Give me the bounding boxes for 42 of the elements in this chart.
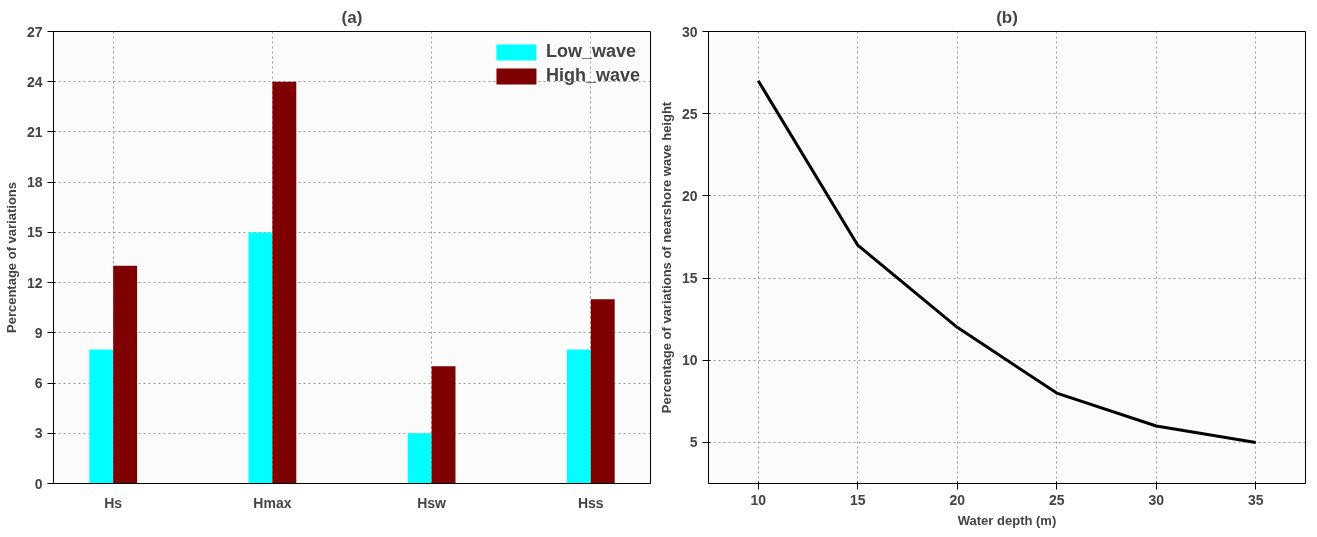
y-tick-label: 6 <box>34 375 43 392</box>
line-series <box>756 79 1258 444</box>
y-tick-label: 5 <box>689 434 698 451</box>
x-tick-label: 15 <box>849 491 866 508</box>
y-tick-label: 24 <box>26 73 43 90</box>
x-tick-label: 25 <box>1048 491 1065 508</box>
bar <box>272 81 297 484</box>
y-tick-label: 27 <box>26 23 43 40</box>
bar <box>89 349 114 484</box>
bar <box>590 299 615 484</box>
y-axis-title: Percentage of variations <box>3 182 19 333</box>
y-tick-label: 15 <box>26 224 43 241</box>
y-tick-label: 21 <box>26 123 43 140</box>
legend-label: High_wave <box>545 65 640 86</box>
y-tick-label: 30 <box>681 23 698 40</box>
x-tick-label: Hs <box>104 494 123 511</box>
x-tick-label: Hmax <box>253 494 292 511</box>
bar <box>566 349 591 484</box>
y-tick-label: 3 <box>34 425 43 442</box>
x-tick-label: 10 <box>750 491 767 508</box>
y-tick-label: 18 <box>26 174 43 191</box>
x-tick-label: 20 <box>949 491 966 508</box>
x-tick-label: 30 <box>1148 491 1165 508</box>
x-tick-label: Hsw <box>417 494 447 511</box>
bar <box>407 433 432 484</box>
bar <box>248 232 273 484</box>
x-tick-label: Hss <box>577 494 604 511</box>
x-axis-title: Water depth (m) <box>957 512 1057 528</box>
y-tick-label: 10 <box>681 352 698 369</box>
bar <box>431 366 456 484</box>
legend-label: Low_wave <box>545 41 636 62</box>
x-tick-label: 35 <box>1247 491 1264 508</box>
y-tick-label: 20 <box>681 187 698 204</box>
y-tick-label: 0 <box>34 475 43 492</box>
y-tick-label: 15 <box>681 270 698 287</box>
y-axis-title: Percentage of variations of nearshore wave height <box>658 101 674 414</box>
chart-title: (b) <box>996 7 1018 27</box>
chart-title: (a) <box>341 7 363 27</box>
y-tick-label: 12 <box>26 274 43 291</box>
y-tick-label: 9 <box>34 324 43 341</box>
bar <box>113 265 138 484</box>
y-tick-label: 25 <box>681 105 698 122</box>
